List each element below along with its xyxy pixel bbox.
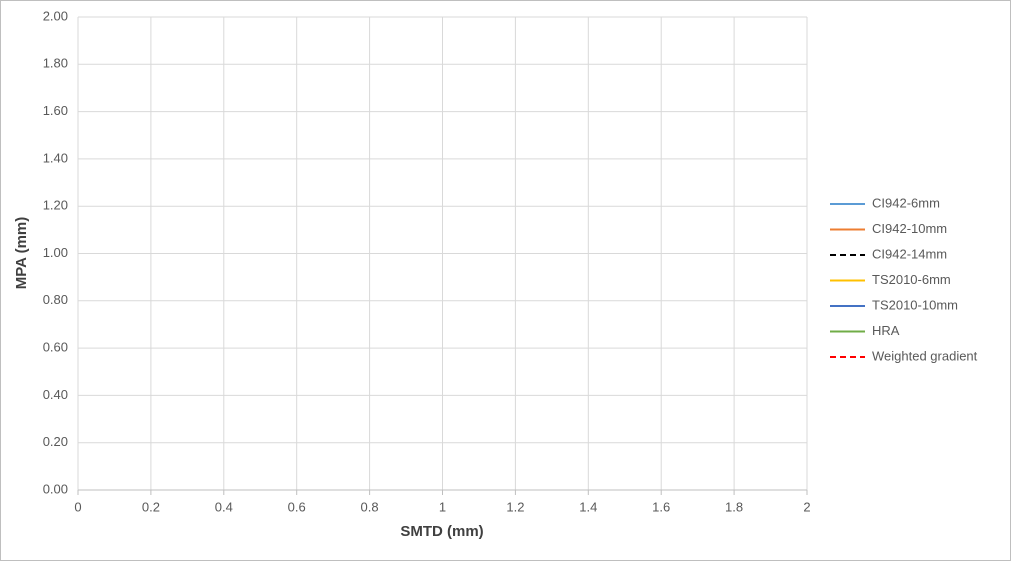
x-tick-label: 0.6 [288,499,306,514]
y-tick-label: 0.80 [43,292,68,307]
y-tick-label: 0.60 [43,340,68,355]
x-tick-label: 0.4 [215,499,233,514]
legend-label: TS2010-6mm [872,272,951,287]
y-tick-label: 0.40 [43,387,68,402]
y-axis-title: MPA (mm) [13,217,30,290]
legend-label: CI942-10mm [872,221,947,236]
x-tick-label: 0.8 [361,499,379,514]
x-tick-label: 2 [803,499,810,514]
x-tick-label: 1.4 [579,499,597,514]
y-tick-label: 1.40 [43,150,68,165]
x-tick-label: 1.2 [506,499,524,514]
y-tick-label: 1.60 [43,103,68,118]
legend-label: HRA [872,323,900,338]
x-tick-label: 0 [74,499,81,514]
y-tick-label: 1.00 [43,245,68,260]
x-tick-label: 1 [439,499,446,514]
y-tick-label: 2.00 [43,8,68,23]
x-axis-title: SMTD (mm) [400,523,483,540]
x-tick-label: 1.6 [652,499,670,514]
y-tick-label: 1.20 [43,198,68,213]
y-tick-label: 1.80 [43,56,68,71]
legend-label: Weighted gradient [872,348,978,363]
legend-label: CI942-6mm [872,195,940,210]
x-tick-label: 1.8 [725,499,743,514]
x-tick-label: 0.2 [142,499,160,514]
legend-label: TS2010-10mm [872,297,958,312]
legend-label: CI942-14mm [872,246,947,261]
y-tick-label: 0.00 [43,481,68,496]
y-tick-label: 0.20 [43,434,68,449]
